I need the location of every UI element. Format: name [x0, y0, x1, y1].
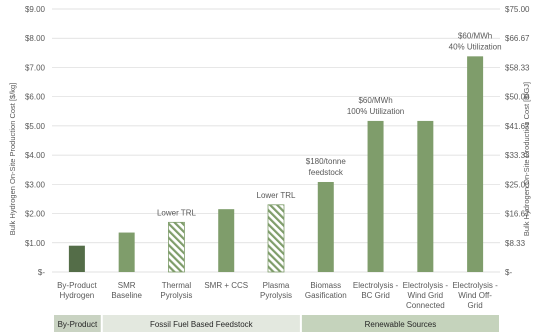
- x-axis-categories: By-ProductHydrogenSMRBaselineThermalPyro…: [57, 281, 498, 310]
- x-tick-label: By-Product: [57, 281, 97, 290]
- annotation-text: 100% Utilization: [347, 107, 404, 116]
- y2-tick-label: $33.33: [505, 151, 530, 160]
- y2-tick-label: $41.67: [505, 122, 530, 131]
- group-band: [54, 315, 101, 332]
- x-tick-label: SMR + CCS: [204, 281, 248, 290]
- annotation-text: Lower TRL: [157, 208, 197, 217]
- y2-tick-label: $16.67: [505, 210, 530, 219]
- y2-tick-label: $66.67: [505, 34, 530, 43]
- y-tick-label: $9.00: [25, 5, 46, 14]
- bar: [168, 221, 185, 273]
- y2-tick-label: $75.00: [505, 5, 530, 14]
- x-tick-label: Baseline: [111, 291, 142, 300]
- annotation-text: feedstock: [309, 168, 344, 177]
- x-tick-label: Electrolysis -: [353, 281, 399, 290]
- group-label: By-Product: [58, 320, 98, 329]
- y2-tick-label: $-: [505, 268, 512, 277]
- x-tick-label: Plasma: [263, 281, 290, 290]
- bar: [68, 245, 85, 272]
- x-tick-label: Gasification: [305, 291, 347, 300]
- annotation-text: 40% Utilization: [449, 42, 502, 51]
- x-tick-label: Pyrolysis: [160, 291, 192, 300]
- category-groups: By-Product Fossil Fuel Based Feedstock Ren…: [54, 315, 499, 332]
- bar: [367, 120, 384, 272]
- y-axis-title-right: Bulk Hydrogen On-Site Production Cost [$…: [522, 82, 531, 236]
- x-tick-label: Thermal: [162, 281, 192, 290]
- bar: [118, 232, 135, 272]
- x-tick-label: Biomass: [310, 281, 341, 290]
- y-tick-label: $5.00: [25, 122, 46, 131]
- y2-tick-label: $50.00: [505, 93, 530, 102]
- x-tick-label: Electrolysis -: [452, 281, 498, 290]
- y-tick-label: $7.00: [25, 63, 46, 72]
- bar: [417, 120, 434, 272]
- annotations: Lower TRL Lower TRL $180/tonne feedstock $60…: [157, 31, 502, 217]
- y2-tick-label: $58.33: [505, 63, 530, 72]
- y-tick-label: $3.00: [25, 180, 46, 189]
- x-tick-label: Hydrogen: [60, 291, 95, 300]
- annotation-text: $60/MWh: [458, 31, 492, 40]
- group-band: [102, 315, 300, 332]
- bar: [467, 56, 484, 273]
- annotation-text: $60/MWh: [358, 96, 392, 105]
- x-tick-label: SMR: [118, 281, 136, 290]
- y2-tick-label: $8.33: [505, 239, 526, 248]
- y-axis-left: $- $1.00 $2.00 $3.00 $4.00 $5.00 $6.00 $7.00 $8.…: [25, 5, 46, 277]
- x-tick-label: Pyrolysis: [260, 291, 292, 300]
- y-tick-label: $4.00: [25, 151, 46, 160]
- group-label: Fossil Fuel Based Feedstock: [150, 320, 254, 329]
- x-tick-label: Electrolysis -: [403, 281, 449, 290]
- x-tick-label: BC Grid: [361, 291, 389, 300]
- group-label: Renewable Sources: [365, 320, 437, 329]
- y-tick-label: $-: [38, 268, 45, 277]
- y-axis-right: $- $8.33 $16.67 $25.00 $33.33 $41.67 $50.00 $58…: [505, 5, 530, 277]
- x-tick-label: Connected: [406, 301, 445, 310]
- group-band: [301, 315, 499, 332]
- x-tick-label: Grid: [468, 301, 483, 310]
- y-tick-label: $8.00: [25, 34, 46, 43]
- bar: [267, 204, 285, 273]
- y-tick-label: $1.00: [25, 239, 46, 248]
- y-axis-title: Bulk Hydrogen On-Site Production Cost [$…: [8, 83, 17, 236]
- x-tick-label: Wind Off-: [458, 291, 492, 300]
- bar: [317, 181, 334, 272]
- y-tick-label: $6.00: [25, 93, 46, 102]
- bar: [218, 209, 235, 272]
- y-tick-label: $2.00: [25, 210, 46, 219]
- annotation-text: Lower TRL: [257, 191, 297, 200]
- annotation-text: $180/tonne: [306, 157, 347, 166]
- bars: [68, 56, 484, 273]
- y2-tick-label: $25.00: [505, 180, 530, 189]
- x-tick-label: Wind Grid: [408, 291, 444, 300]
